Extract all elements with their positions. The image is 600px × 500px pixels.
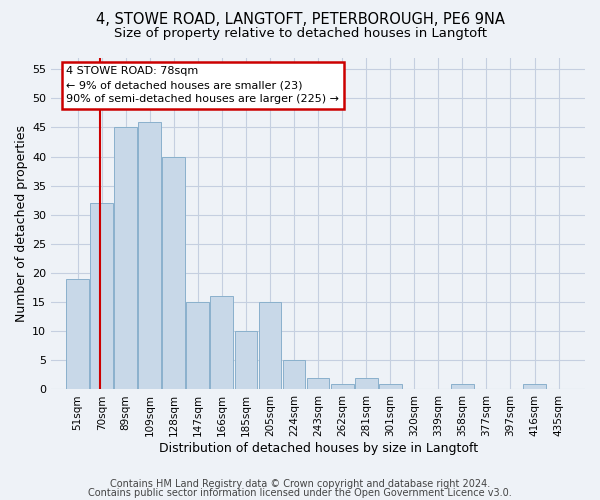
- Text: Contains public sector information licensed under the Open Government Licence v3: Contains public sector information licen…: [88, 488, 512, 498]
- Bar: [187, 302, 209, 390]
- Bar: [259, 302, 281, 390]
- Text: Contains HM Land Registry data © Crown copyright and database right 2024.: Contains HM Land Registry data © Crown c…: [110, 479, 490, 489]
- Bar: [66, 279, 89, 390]
- X-axis label: Distribution of detached houses by size in Langtoft: Distribution of detached houses by size …: [158, 442, 478, 455]
- Bar: [331, 384, 353, 390]
- Text: Size of property relative to detached houses in Langtoft: Size of property relative to detached ho…: [113, 28, 487, 40]
- Bar: [90, 203, 113, 390]
- Bar: [139, 122, 161, 390]
- Bar: [115, 128, 137, 390]
- Bar: [355, 378, 377, 390]
- Bar: [163, 156, 185, 390]
- Bar: [235, 331, 257, 390]
- Bar: [379, 384, 401, 390]
- Bar: [283, 360, 305, 390]
- Bar: [451, 384, 474, 390]
- Y-axis label: Number of detached properties: Number of detached properties: [15, 125, 28, 322]
- Bar: [211, 296, 233, 390]
- Text: 4 STOWE ROAD: 78sqm
← 9% of detached houses are smaller (23)
90% of semi-detache: 4 STOWE ROAD: 78sqm ← 9% of detached hou…: [66, 66, 339, 104]
- Text: 4, STOWE ROAD, LANGTOFT, PETERBOROUGH, PE6 9NA: 4, STOWE ROAD, LANGTOFT, PETERBOROUGH, P…: [95, 12, 505, 28]
- Bar: [523, 384, 546, 390]
- Bar: [307, 378, 329, 390]
